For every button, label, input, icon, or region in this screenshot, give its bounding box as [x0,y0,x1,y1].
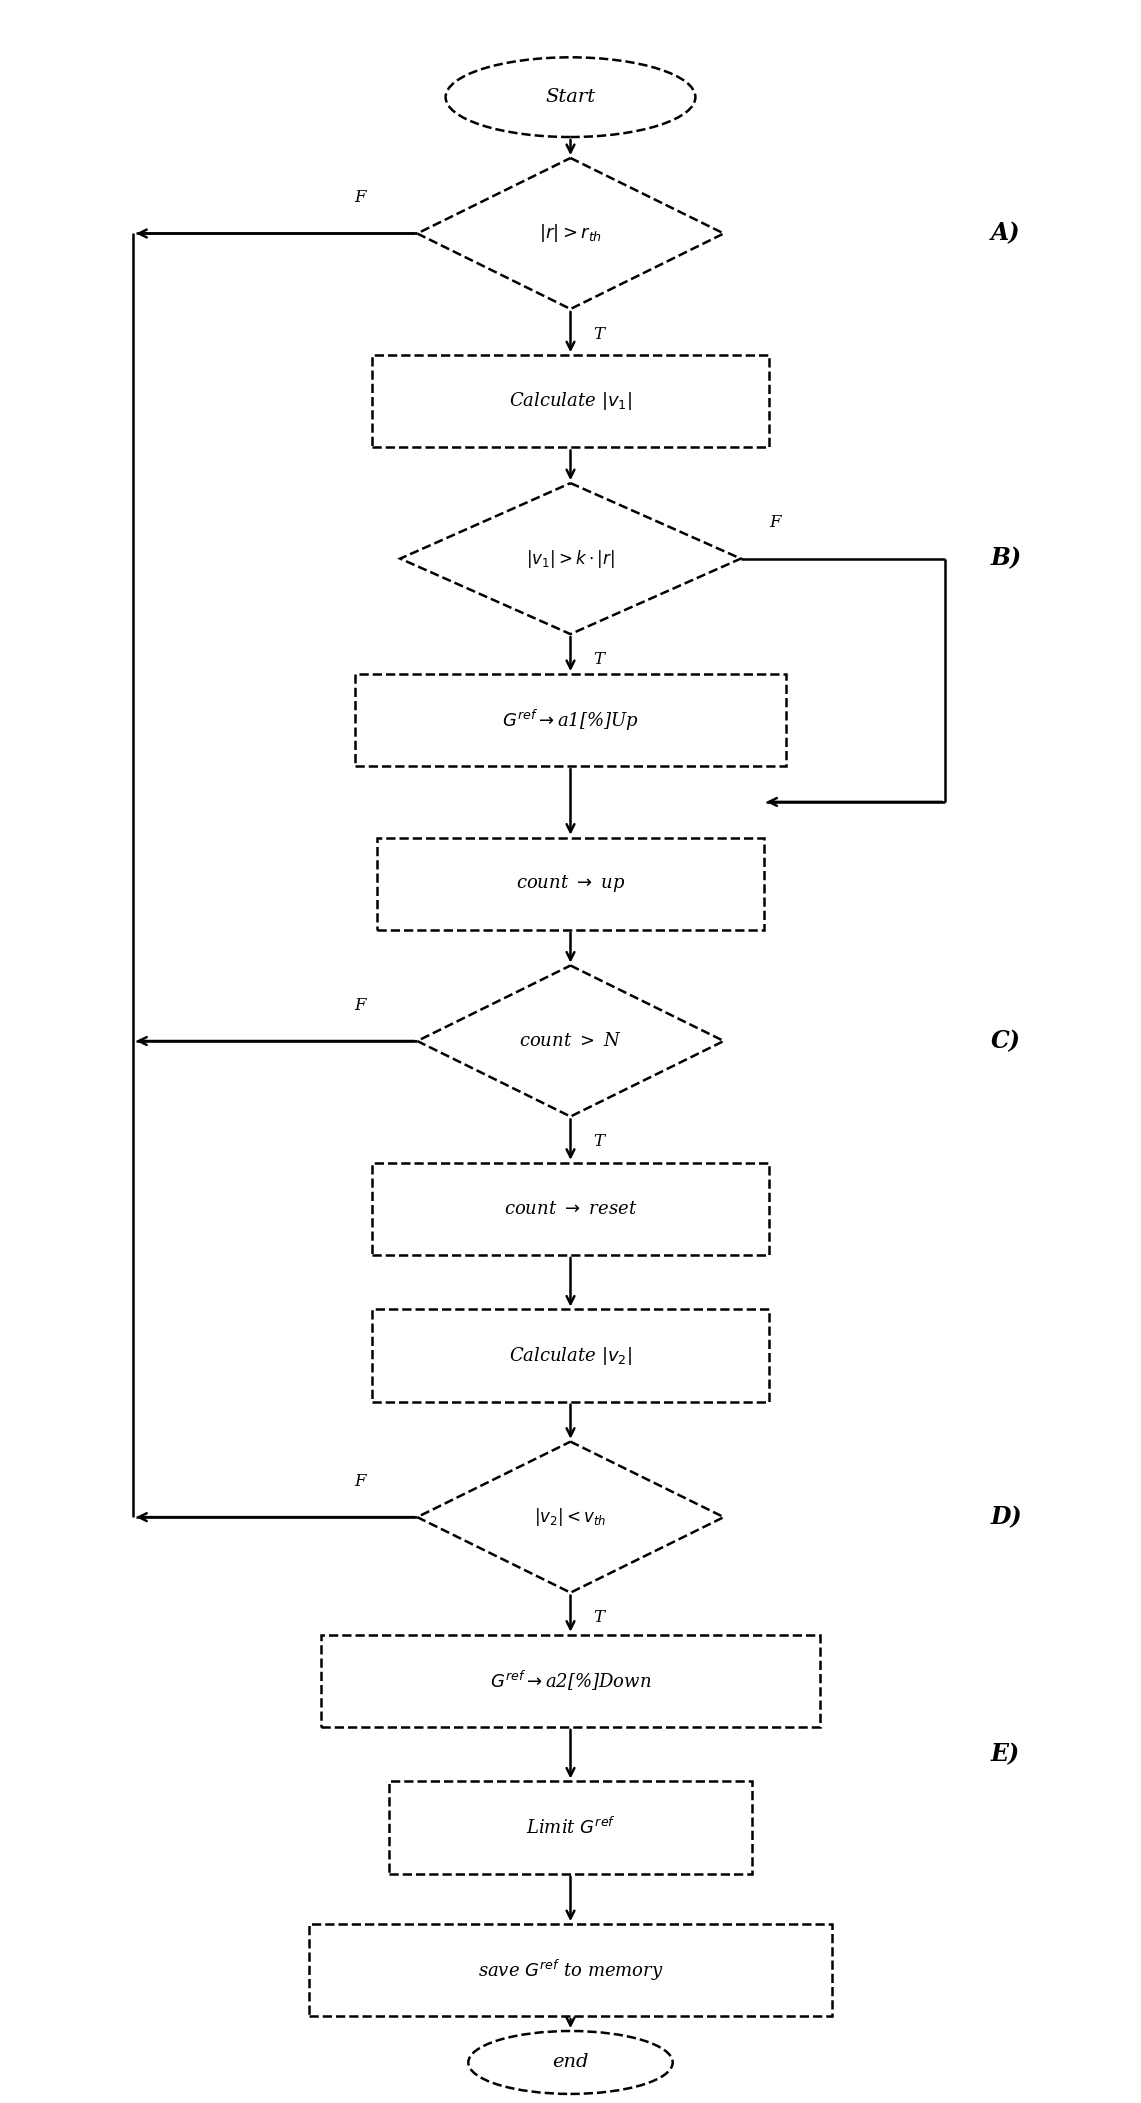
Text: E): E) [990,1741,1020,1767]
Text: T: T [593,652,605,669]
Text: B): B) [990,547,1021,570]
Text: A): A) [990,221,1020,246]
Text: Start: Start [545,88,596,105]
Text: T: T [593,1609,605,1626]
Text: T: T [593,1134,605,1150]
Text: F: F [355,189,366,206]
Text: count $\rightarrow$ reset: count $\rightarrow$ reset [504,1201,637,1218]
Text: F: F [355,1472,366,1489]
Text: F: F [769,513,780,532]
Text: Calculate $|v_1|$: Calculate $|v_1|$ [509,391,632,412]
Text: $G^{ref}$$\rightarrow$a2[%]Down: $G^{ref}$$\rightarrow$a2[%]Down [489,1668,652,1693]
Text: Limit $G^{ref}$: Limit $G^{ref}$ [526,1817,615,1838]
Text: $G^{ref}$$\rightarrow$a1[%]Up: $G^{ref}$$\rightarrow$a1[%]Up [502,707,639,732]
Text: count $\rightarrow$ up: count $\rightarrow$ up [516,873,625,894]
Text: D): D) [990,1506,1022,1529]
Text: end: end [552,2053,589,2071]
Text: Calculate $|v_2|$: Calculate $|v_2|$ [509,1344,632,1367]
Text: save $G^{ref}$ to memory: save $G^{ref}$ to memory [478,1958,663,1983]
Text: $|v_1| > k \cdot |r|$: $|v_1| > k \cdot |r|$ [526,547,615,570]
Text: F: F [355,997,366,1014]
Text: C): C) [990,1028,1020,1054]
Text: $|r| > r_{th}$: $|r| > r_{th}$ [539,223,602,244]
Text: count $>$ N: count $>$ N [519,1033,622,1049]
Text: T: T [593,326,605,343]
Text: $|v_2| < v_{th}$: $|v_2| < v_{th}$ [534,1506,607,1529]
